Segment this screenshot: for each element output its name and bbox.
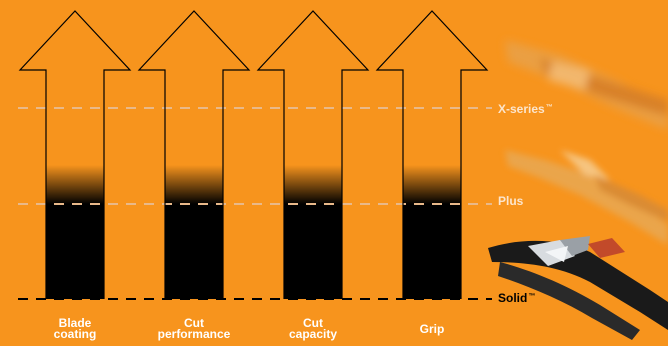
fill-fade-grip [403, 165, 461, 204]
up-arrow-icon-cut-performance [137, 10, 251, 299]
solid-pruner-image [488, 236, 668, 340]
fill-level-cut-performance [165, 204, 223, 299]
category-label-blade-coating: Blade coating [20, 316, 130, 341]
fill-fade-blade-coating [46, 165, 104, 204]
category-label-cut-performance: Cut performance [139, 316, 249, 341]
up-arrow-icon-grip [375, 10, 489, 299]
category-label-grip: Grip [377, 322, 487, 336]
tier-name: X-series [498, 102, 545, 116]
tier-label-x-series: X-series™ [498, 101, 553, 116]
category-line1: Cut [303, 316, 323, 330]
category-line1: Grip [419, 322, 445, 336]
fill-fade-cut-performance [165, 165, 223, 204]
arrow-outlines [18, 10, 489, 299]
fill-fade-cut-capacity [284, 165, 342, 204]
tier-label-solid: Solid™ [498, 290, 535, 305]
plus-pruner-image [505, 150, 668, 245]
category-line2: coating [53, 327, 97, 341]
fill-level-cut-capacity [284, 204, 342, 299]
fill-level-grip [403, 204, 461, 299]
trademark-mark: ™ [545, 104, 553, 111]
tier-label-plus: Plus [498, 193, 524, 208]
fill-level-blade-coating [46, 204, 104, 299]
tier-name: Plus [498, 194, 524, 208]
tier-lines [18, 107, 492, 300]
up-arrow-icon-blade-coating [18, 10, 132, 299]
category-label-cut-capacity: Cut capacity [258, 316, 368, 341]
trademark-mark: ™ [528, 293, 536, 300]
x-series-pruner-image [505, 40, 668, 130]
category-line2: capacity [288, 327, 338, 341]
up-arrow-icon-cut-capacity [256, 10, 370, 299]
category-line1: Cut [184, 316, 204, 330]
tier-name: Solid [498, 291, 528, 305]
category-line2: performance [157, 327, 231, 341]
category-line1: Blade [58, 316, 92, 330]
level-fills [46, 165, 461, 299]
